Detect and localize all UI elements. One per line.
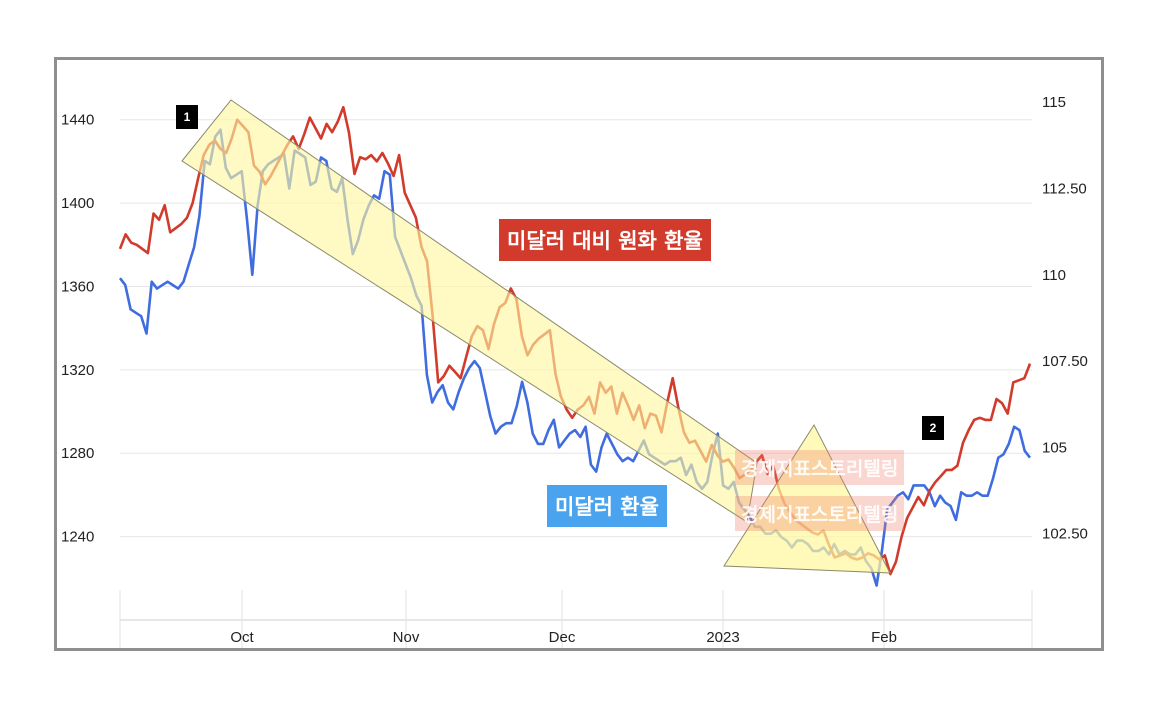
y-left-tick-label: 1280 bbox=[61, 445, 94, 462]
x-tick-label: Feb bbox=[871, 629, 897, 646]
krw-series-label: 미달러 대비 원화 환율 bbox=[499, 219, 711, 261]
trend-channel-band bbox=[181, 99, 758, 523]
y-left-tick-label: 1240 bbox=[61, 529, 94, 546]
marker-1: 1 bbox=[176, 105, 198, 129]
y-right-tick-label: 112.50 bbox=[1042, 180, 1087, 197]
x-tick-label: 2023 bbox=[706, 629, 739, 646]
y-left-tick-label: 1360 bbox=[61, 278, 94, 295]
watermark-1: 경제지표스토리텔링 bbox=[735, 450, 905, 485]
chart-frame: 1240 1280 1320 1360 1400 1440 102.50 105 107.50 1… bbox=[54, 57, 1104, 651]
y-right-tick-label: 107.50 bbox=[1042, 353, 1088, 370]
marker-2: 2 bbox=[922, 416, 944, 440]
y-left-tick-label: 1440 bbox=[61, 112, 94, 129]
x-tick-label: Oct bbox=[230, 629, 254, 646]
triangle-highlight bbox=[723, 423, 891, 574]
usd-series-label: 미달러 환율 bbox=[547, 485, 667, 527]
x-tick-label: Dec bbox=[549, 629, 576, 646]
watermark-2: 경제지표스토리텔링 bbox=[735, 496, 905, 531]
y-left-tick-label: 1400 bbox=[61, 195, 94, 212]
y-right-tick-label: 110 bbox=[1042, 267, 1066, 284]
y-left-tick-label: 1320 bbox=[61, 362, 94, 379]
x-tick-label: Nov bbox=[393, 629, 420, 646]
y-right-tick-label: 105 bbox=[1042, 439, 1067, 456]
y-right-tick-label: 115 bbox=[1042, 94, 1066, 111]
y-right-tick-label: 102.50 bbox=[1042, 526, 1088, 543]
exchange-rate-chart: 1240 1280 1320 1360 1400 1440 102.50 105 107.50 1… bbox=[61, 94, 1088, 648]
